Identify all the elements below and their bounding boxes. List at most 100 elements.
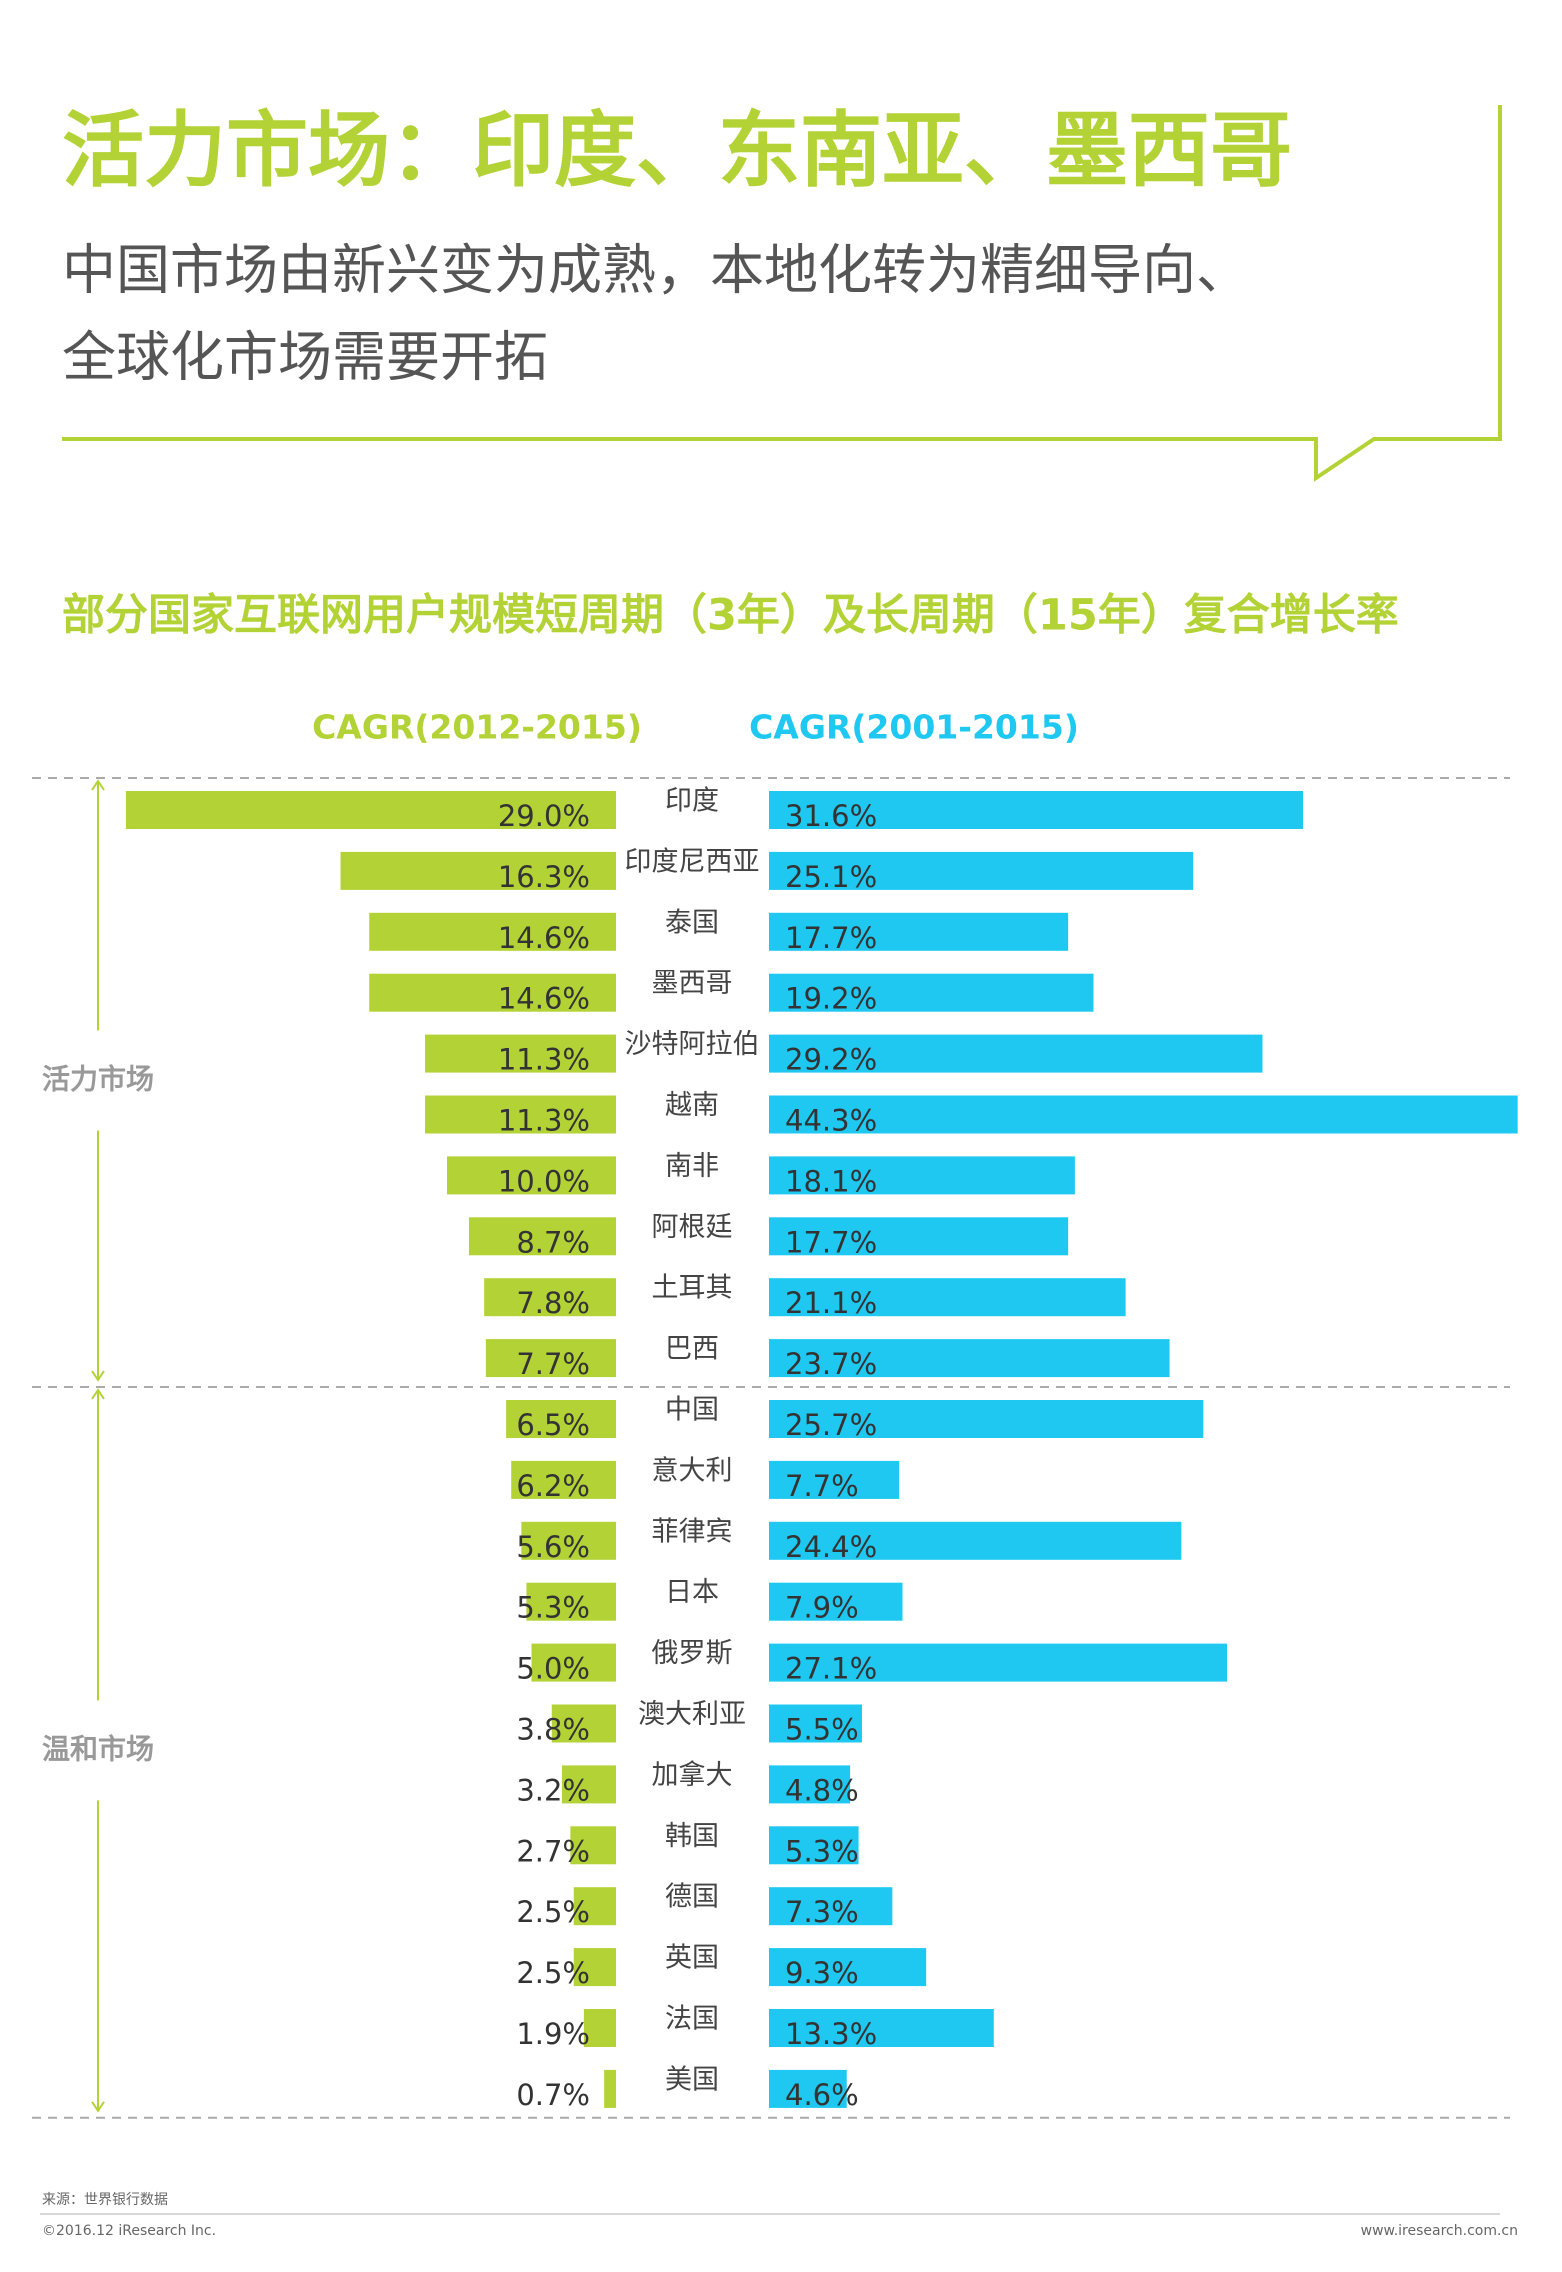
bar-left (604, 2069, 616, 2108)
value-label: 18.1% (785, 1164, 877, 1198)
bar-left (340, 851, 616, 890)
bar-left (485, 1339, 616, 1378)
value-label: 14.6% (498, 982, 590, 1016)
bar-left (484, 1278, 616, 1317)
value-label: 7.7% (516, 1347, 590, 1381)
value-label: 5.6% (516, 1530, 590, 1564)
value-label: 6.2% (516, 1469, 590, 1503)
value-label: 5.3% (516, 1591, 590, 1625)
category-label: 意大利 (652, 1455, 733, 1486)
legend-label: CAGR(2001-2015) (749, 708, 1079, 747)
value-label: 29.0% (498, 799, 590, 833)
bar-right (769, 1400, 1204, 1438)
bar-right (769, 1826, 859, 1865)
value-label: 2.7% (516, 1834, 590, 1868)
value-label: 25.1% (785, 860, 877, 894)
value-label: 19.2% (785, 982, 877, 1016)
bar-right (769, 1643, 1227, 1682)
bar-right (769, 1156, 1075, 1195)
bar-left (551, 1704, 616, 1743)
speech-bubble (62, 105, 1502, 482)
bar-right (769, 1765, 851, 1804)
value-label: 4.6% (785, 2078, 859, 2112)
bar-right (769, 912, 1069, 951)
category-label: 巴西 (665, 1334, 719, 1365)
value-label: 2.5% (516, 1895, 590, 1929)
bar-left (531, 1643, 616, 1682)
value-label: 7.9% (785, 1591, 859, 1625)
value-label: 17.7% (785, 1225, 877, 1259)
bar-right (769, 2009, 994, 2047)
category-label: 澳大利亚 (638, 1699, 746, 1730)
value-label: 8.7% (516, 1225, 590, 1259)
category-label: 德国 (665, 1882, 719, 1913)
value-label: 7.7% (785, 1469, 859, 1503)
value-label: 3.2% (516, 1773, 590, 1807)
value-label: 5.3% (785, 1834, 859, 1868)
value-label: 5.5% (785, 1713, 859, 1747)
value-label: 31.6% (785, 799, 877, 833)
category-label: 印度 (665, 786, 719, 817)
bar-right (769, 791, 1304, 829)
bar-left (570, 1826, 616, 1865)
value-label: 21.1% (785, 1286, 877, 1320)
category-label: 越南 (665, 1090, 719, 1121)
value-label: 24.4% (785, 1530, 877, 1564)
category-label: 菲律宾 (652, 1516, 733, 1547)
url: www.iresearch.com.cn (1361, 2223, 1518, 2239)
arrow-head (91, 1388, 105, 1400)
bar-left (561, 1765, 616, 1804)
value-label: 11.3% (498, 1043, 590, 1077)
bar-right (769, 851, 1194, 890)
bar-left (425, 1034, 616, 1073)
value-label: 5.0% (516, 1652, 590, 1686)
category-label: 英国 (665, 1943, 719, 1974)
bar-right (769, 1034, 1263, 1073)
value-label: 17.7% (785, 921, 877, 955)
category-label: 日本 (665, 1577, 719, 1608)
source: 来源：世界银行数据 (42, 2192, 168, 2208)
value-label: 27.1% (785, 1652, 877, 1686)
bar-left (511, 1460, 616, 1499)
bar-right (769, 1460, 900, 1499)
category-label: 韩国 (665, 1821, 719, 1852)
legend-label: CAGR(2012-2015) (312, 708, 642, 747)
bar-left (573, 1887, 616, 1926)
bar-right (769, 1339, 1170, 1378)
value-label: 9.3% (785, 1956, 859, 1990)
chart-title: 部分国家互联网用户规模短周期（3年）及长周期（15年）复合增长率 (62, 591, 1399, 641)
bar-right (769, 1095, 1518, 1134)
arrow-head (91, 2101, 105, 2113)
value-label: 4.8% (785, 1773, 859, 1807)
value-label: 6.5% (516, 1408, 590, 1442)
bar-left (583, 2009, 616, 2047)
bar-left (506, 1400, 616, 1438)
page-title: 活力市场：印度、东南亚、墨西哥 (62, 103, 1292, 198)
bar-left (425, 1095, 616, 1134)
value-label: 16.3% (498, 860, 590, 894)
bar-left (369, 973, 616, 1012)
value-label: 7.8% (516, 1286, 590, 1320)
bar-left (468, 1217, 616, 1256)
category-label: 阿根廷 (652, 1212, 733, 1243)
copyright: ©2016.12 iResearch Inc. (42, 2223, 216, 2239)
value-label: 25.7% (785, 1408, 877, 1442)
value-label: 0.7% (516, 2078, 590, 2112)
value-label: 23.7% (785, 1347, 877, 1381)
bar-right (769, 1887, 893, 1926)
bar-left (447, 1156, 616, 1195)
value-label: 29.2% (785, 1043, 877, 1077)
value-label: 3.8% (516, 1713, 590, 1747)
bar-right (769, 1582, 903, 1621)
group-label: 活力市场 (42, 1063, 154, 1096)
bar-left (573, 1948, 616, 1987)
arrow-head (91, 779, 105, 791)
category-label: 沙特阿拉伯 (625, 1029, 760, 1060)
bar-right (769, 1521, 1182, 1560)
value-label: 13.3% (785, 2017, 877, 2051)
value-label: 44.3% (785, 1104, 877, 1138)
category-label: 美国 (665, 2064, 719, 2095)
value-label: 14.6% (498, 921, 590, 955)
category-label: 印度尼西亚 (625, 846, 760, 877)
